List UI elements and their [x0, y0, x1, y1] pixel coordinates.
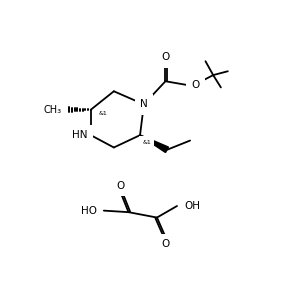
Text: CH₃: CH₃: [43, 105, 61, 115]
Text: O: O: [161, 239, 170, 249]
Text: &1: &1: [98, 111, 107, 116]
Text: N: N: [140, 99, 148, 109]
Text: O: O: [117, 181, 125, 191]
Text: &1: &1: [142, 140, 151, 145]
Text: O: O: [192, 80, 200, 90]
Text: O: O: [161, 52, 170, 63]
Text: OH: OH: [184, 201, 200, 211]
Text: HO: HO: [81, 206, 97, 216]
Polygon shape: [140, 135, 168, 152]
Text: HN: HN: [72, 130, 88, 140]
